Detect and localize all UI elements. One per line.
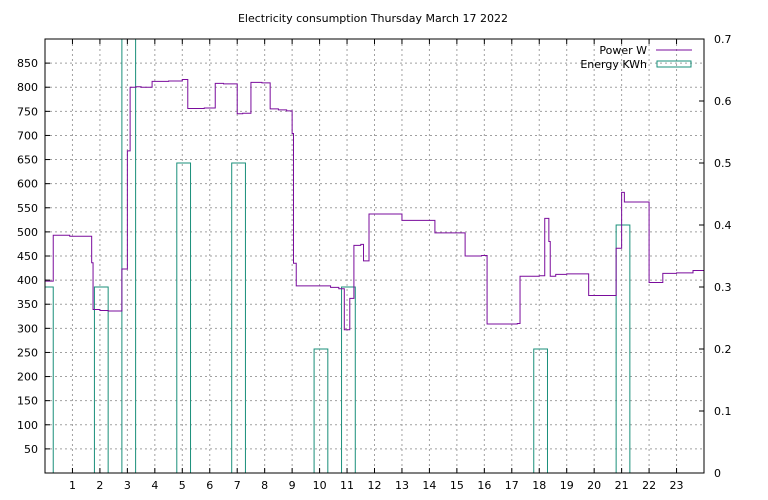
energy-bar <box>615 224 631 473</box>
y-tick-label: 350 <box>17 298 38 311</box>
y-tick-label: 750 <box>17 105 38 118</box>
x-tick-label: 12 <box>368 479 382 492</box>
y-axis-right: 0 0.1 0.2 0.3 0.4 0.5 0.6 0.7 <box>699 33 732 480</box>
y-tick-label: 50 <box>24 443 38 456</box>
energy-bar <box>231 162 246 473</box>
y-tick-label: 650 <box>17 154 38 167</box>
y-axis-left: 50 100 150 200 250 300 350 400 450 500 550 600 650 70… <box>17 57 50 456</box>
x-tick-label: 19 <box>560 479 574 492</box>
legend-swatch-energy <box>656 60 692 68</box>
energy-bar <box>44 286 54 473</box>
x-tick-label: 11 <box>340 479 354 492</box>
energy-bar <box>341 286 356 473</box>
y-tick-label: 550 <box>17 202 38 215</box>
energy-bar <box>533 348 548 473</box>
power-line-path <box>45 79 704 331</box>
x-tick-label: 10 <box>313 479 327 492</box>
x-tick-label: 15 <box>450 479 464 492</box>
power-line <box>45 79 704 331</box>
x-axis: 1 2 3 4 5 6 7 8 9 10 11 12 13 14 15 16 17 18 19 20 21 22 23 <box>69 39 684 492</box>
y2-tick-label: 0.3 <box>714 281 732 294</box>
legend-label-energy: Energy KWh <box>580 58 647 71</box>
y-tick-label: 400 <box>17 274 38 287</box>
y2-tick-label: 0.7 <box>714 33 732 46</box>
grid <box>45 39 704 473</box>
x-tick-label: 13 <box>395 479 409 492</box>
y-tick-label: 300 <box>17 322 38 335</box>
y-tick-label: 150 <box>17 395 38 408</box>
x-tick-label: 17 <box>505 479 519 492</box>
y-tick-label: 100 <box>17 419 38 432</box>
energy-bar <box>313 348 329 473</box>
y2-tick-label: 0.6 <box>714 95 732 108</box>
x-tick-label: 22 <box>642 479 656 492</box>
x-tick-label: 3 <box>124 479 131 492</box>
x-tick-label: 9 <box>289 479 296 492</box>
energy-bar <box>93 286 109 473</box>
energy-bars <box>44 38 631 473</box>
x-tick-label: 14 <box>422 479 436 492</box>
y-tick-label: 800 <box>17 81 38 94</box>
x-tick-label: 8 <box>261 479 268 492</box>
y2-tick-label: 0 <box>714 467 721 480</box>
x-tick-label: 5 <box>179 479 186 492</box>
y-tick-label: 250 <box>17 346 38 359</box>
x-tick-label: 23 <box>670 479 684 492</box>
y2-tick-label: 0.2 <box>714 343 732 356</box>
energy-bar <box>176 162 192 473</box>
legend-label-power: Power W <box>599 44 647 57</box>
y-tick-label: 200 <box>17 371 38 384</box>
y-tick-label: 700 <box>17 129 38 142</box>
y-tick-label: 500 <box>17 226 38 239</box>
y-tick-label: 450 <box>17 250 38 263</box>
x-tick-label: 2 <box>96 479 103 492</box>
x-tick-label: 1 <box>69 479 76 492</box>
y-tick-label: 850 <box>17 57 38 70</box>
x-tick-label: 16 <box>477 479 491 492</box>
x-tick-label: 20 <box>587 479 601 492</box>
energy-bar <box>121 38 137 473</box>
y2-tick-label: 0.5 <box>714 157 732 170</box>
x-tick-label: 21 <box>615 479 629 492</box>
y2-tick-label: 0.4 <box>714 219 732 232</box>
x-tick-label: 6 <box>206 479 213 492</box>
legend: Power W Energy KWh <box>580 44 692 71</box>
x-tick-label: 7 <box>234 479 241 492</box>
chart-title: Electricity consumption Thursday March 1… <box>238 12 508 25</box>
x-tick-label: 18 <box>532 479 546 492</box>
x-tick-label: 4 <box>151 479 158 492</box>
y2-tick-label: 0.1 <box>714 405 732 418</box>
y-tick-label: 600 <box>17 178 38 191</box>
